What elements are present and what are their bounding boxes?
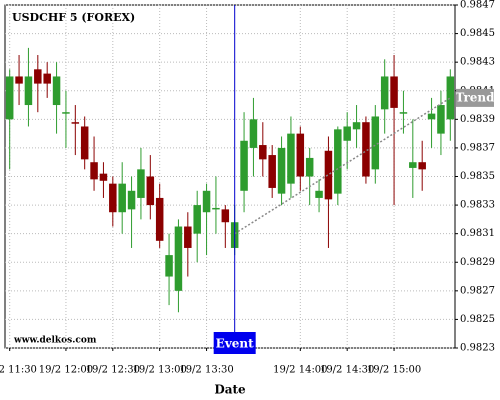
x-tick-label: 19/2 14:30 — [320, 365, 374, 376]
candle-body — [418, 162, 426, 170]
y-tick-label: 0.9831 — [460, 228, 495, 239]
candle-body — [155, 197, 164, 241]
candle-body — [305, 157, 314, 177]
candle-body — [99, 173, 108, 181]
candle-body — [15, 76, 23, 84]
y-tick-label: 0.9843 — [460, 57, 495, 68]
candle-body — [446, 76, 455, 120]
candle-body — [146, 176, 155, 206]
candle-body — [287, 133, 295, 184]
candle-body — [184, 226, 192, 248]
candle-body — [118, 183, 126, 213]
candle-body — [296, 133, 305, 177]
y-tick-label: 0.9839 — [460, 114, 495, 125]
trend-label: Trend — [455, 90, 495, 104]
candle-body — [221, 209, 230, 223]
candle-body — [90, 162, 98, 180]
candle-body — [362, 122, 370, 177]
candle-body — [165, 255, 173, 277]
y-tick-label: 0.9823 — [460, 343, 495, 354]
trend-line — [234, 97, 451, 235]
candle-body — [34, 69, 42, 84]
x-tick-label: 19/2 13:00 — [132, 365, 186, 376]
y-tick-label: 0.9837 — [460, 142, 495, 153]
x-tick-label: 19/2 12:00 — [39, 365, 93, 376]
candle-body — [174, 226, 183, 291]
candle-body — [62, 112, 70, 114]
y-tick-label: 0.9833 — [460, 200, 495, 211]
candle-body — [343, 126, 351, 141]
candle-body — [437, 105, 445, 134]
candle-body — [427, 113, 436, 120]
candle-body — [5, 76, 14, 120]
x-tick-label: 19/2 12:30 — [86, 365, 140, 376]
trend-label-box — [456, 88, 494, 107]
candle-body — [193, 205, 201, 234]
candle-body — [52, 76, 61, 106]
y-tick-label: 0.9827 — [460, 285, 495, 296]
x-tick-label: 19/2 15:00 — [367, 365, 421, 376]
y-tick-label: 0.9825 — [460, 314, 495, 325]
candle-body — [80, 126, 89, 160]
candle-body — [249, 119, 258, 148]
x-tick-label: 19/2 11:30 — [0, 365, 37, 376]
y-tick-label: 0.9835 — [460, 171, 495, 182]
y-tick-label: 0.9829 — [460, 257, 495, 268]
x-tick-label: 19/2 13:30 — [179, 365, 233, 376]
x-tick-label: 19/2 14:00 — [273, 365, 327, 376]
candle-body — [240, 140, 248, 191]
watermark: www.delkos.com — [13, 336, 97, 346]
y-tick-label: 0.9847 — [460, 0, 495, 11]
candle-body — [24, 76, 33, 106]
candle-body — [352, 122, 361, 130]
candle-body — [127, 190, 136, 210]
candle-body — [212, 207, 220, 210]
candle-body — [399, 112, 408, 114]
candle-body — [380, 76, 389, 110]
chart-title: USDCHF 5 (FOREX) — [12, 11, 135, 24]
candle-body — [409, 162, 417, 168]
candle-body — [43, 73, 51, 84]
candle-body — [268, 155, 276, 188]
candle-body — [109, 183, 117, 213]
candle-body — [390, 76, 398, 108]
event-label-box — [213, 332, 256, 354]
candle-body — [315, 190, 323, 198]
candle-body — [277, 147, 286, 194]
x-axis-title: Date — [214, 383, 246, 397]
candle-body — [71, 122, 80, 124]
candle-body — [259, 145, 267, 160]
candle-body — [371, 116, 380, 170]
candle-body — [137, 169, 145, 198]
y-tick-label: 0.9845 — [460, 28, 495, 39]
candle-body — [334, 129, 342, 194]
event-label: Event — [216, 337, 254, 351]
candle-body — [324, 150, 333, 200]
candle-body — [202, 190, 211, 213]
